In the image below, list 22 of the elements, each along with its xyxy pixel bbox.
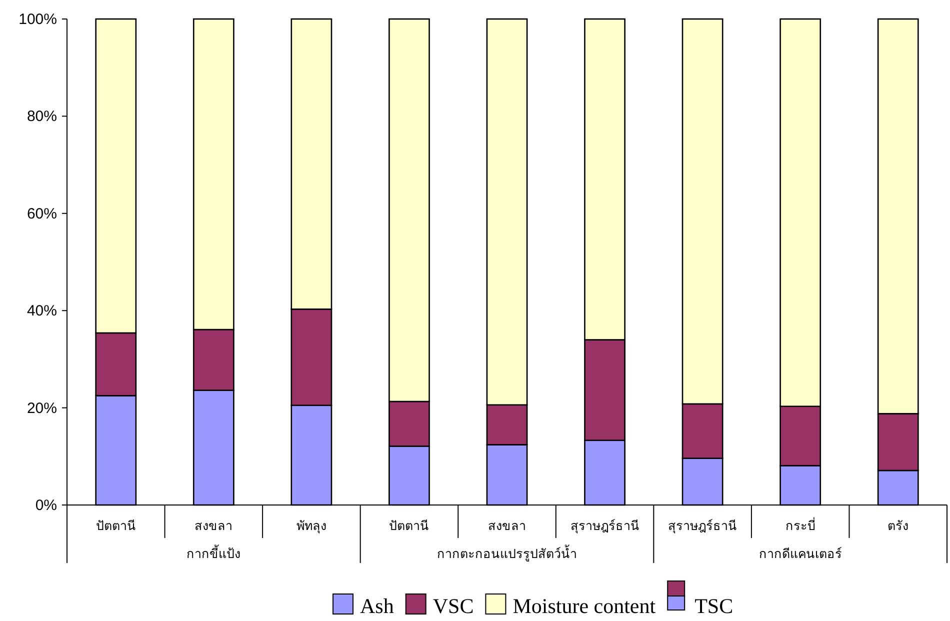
x-tick-label: ปัตตานี [96,518,136,533]
text: TSC [694,594,734,618]
y-tick-label: 20% [26,400,57,417]
text: กากขี้แป้ง [186,544,241,561]
x-tick-label: ปัตตานี [389,518,430,533]
legend-label: VSC [432,594,474,618]
y-tick-label: 40% [26,302,57,320]
y-tick-label: 80% [26,108,57,126]
legend-label: Moisture content [512,594,656,618]
text: กากดีแคนเตอร์ [758,546,842,561]
legend-label: Ash [360,594,394,618]
x-tick-label: สุราษฎร์ธานี [668,518,738,534]
x-tick-label: สงขลา [194,518,233,533]
x-tick-label: พัทลุง [296,518,326,534]
x-tick-label: สงขลา [488,518,526,533]
x-tick-label: ตรัง [888,518,909,533]
y-tick-label: 100% [18,11,57,28]
x-tick-label: กระบี่ [785,517,816,533]
y-tick-label: 0% [35,497,57,514]
y-tick-label: 60% [26,205,57,222]
text: กากตะกอนแปรรูปสัตว์น้ำ [437,544,577,562]
x-tick-label: สุราษฎร์ธานี [570,518,640,534]
